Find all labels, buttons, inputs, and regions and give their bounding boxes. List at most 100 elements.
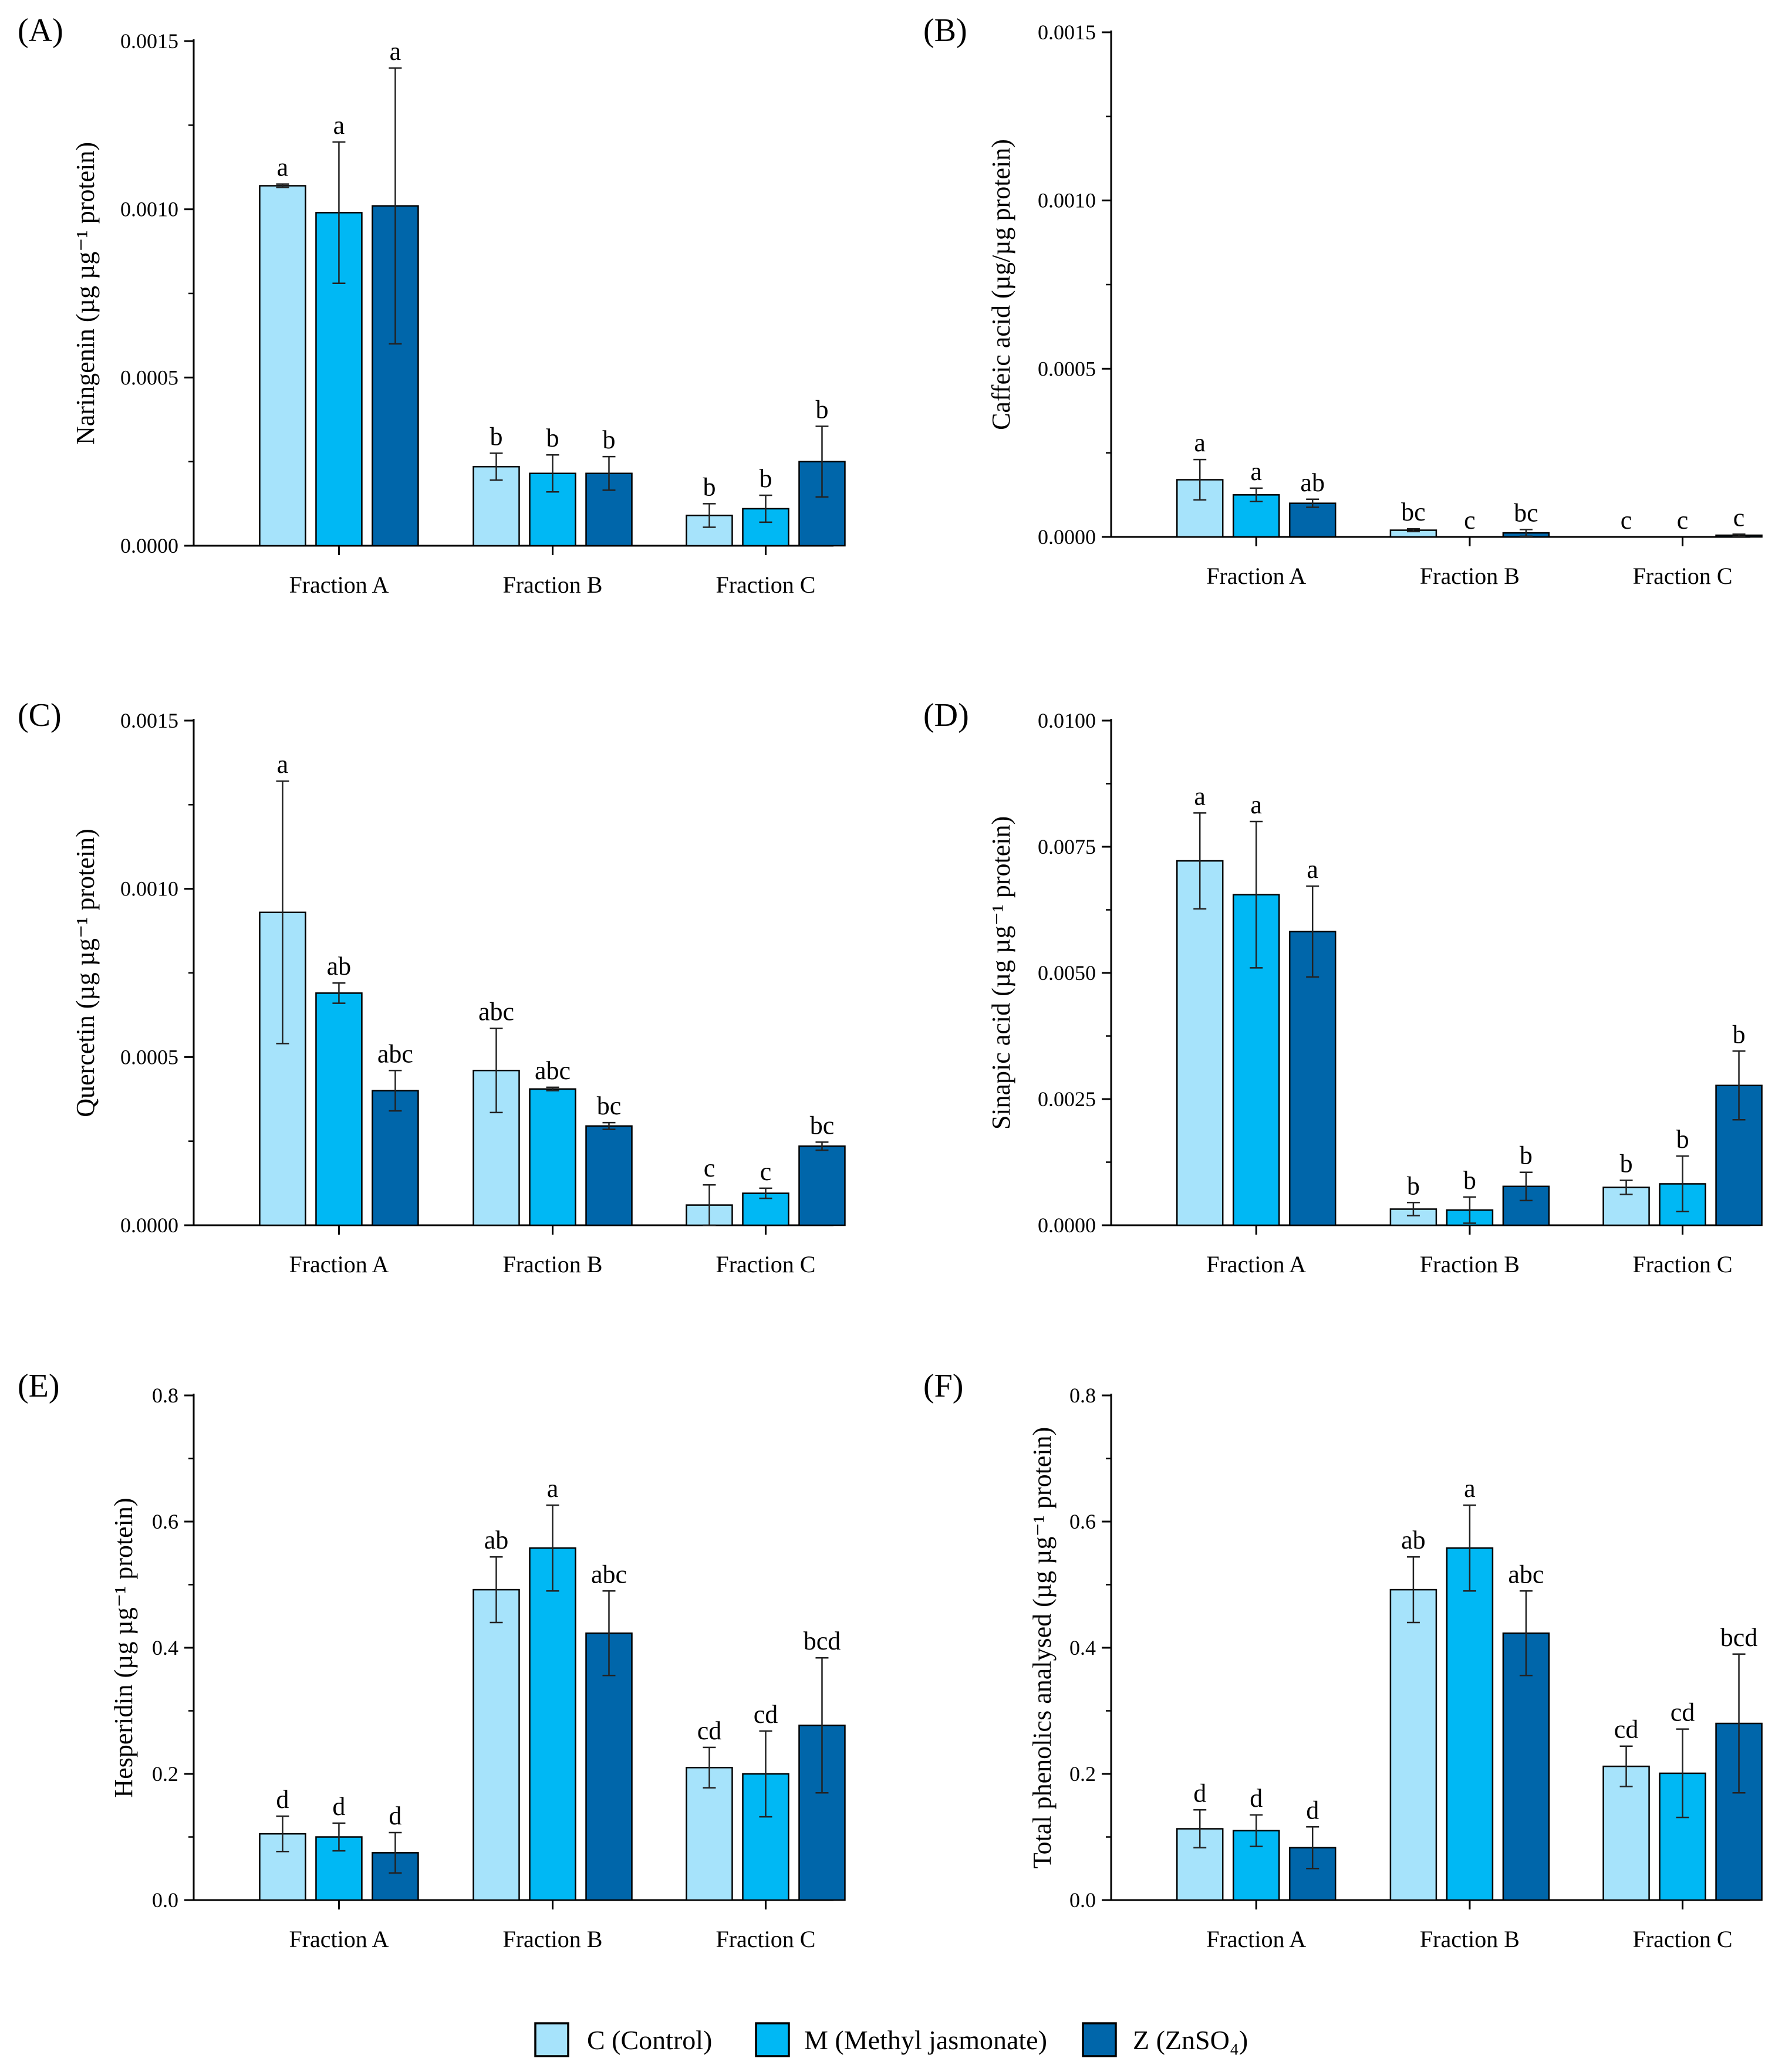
significance-label: ab bbox=[1300, 468, 1325, 497]
significance-label: abc bbox=[1508, 1560, 1544, 1588]
panel-letter: (C) bbox=[18, 697, 62, 734]
x-category-label: Fraction C bbox=[1633, 1926, 1733, 1952]
y-tick-label: 0.0015 bbox=[1038, 21, 1096, 44]
significance-label: a bbox=[547, 1474, 559, 1503]
bar bbox=[473, 1588, 520, 1901]
y-tick-label: 0.0005 bbox=[1038, 357, 1096, 380]
chart-panel: (C) Quercetin (µg µg⁻¹ protein) 0.0000 0.00… bbox=[18, 697, 846, 1277]
chart-panel: (D) Sinapic acid (µg µg⁻¹ protein) 0.0000 0… bbox=[923, 697, 1763, 1277]
bar bbox=[315, 992, 363, 1226]
significance-label: c bbox=[704, 1154, 716, 1182]
legend-label: C (Control) bbox=[587, 2025, 712, 2055]
significance-label: bc bbox=[597, 1091, 622, 1120]
y-tick-label: 0.0075 bbox=[1038, 835, 1096, 858]
y-axis-title: Hesperidin (µg µg⁻¹ protein) bbox=[109, 1498, 138, 1797]
significance-label: b bbox=[1620, 1149, 1633, 1178]
y-tick-label: 0.0025 bbox=[1038, 1087, 1096, 1111]
significance-label: abc bbox=[478, 998, 514, 1026]
y-tick-label: 0.0010 bbox=[120, 198, 178, 221]
y-axis-title: Naringenin (µg µg⁻¹ protein) bbox=[71, 142, 100, 445]
bar bbox=[1288, 502, 1337, 538]
y-tick-label: 0.0015 bbox=[120, 709, 178, 732]
x-category-label: Fraction B bbox=[502, 572, 602, 598]
x-category-label: Fraction A bbox=[289, 1251, 389, 1277]
significance-label: b bbox=[759, 464, 772, 493]
y-tick-label: 0.6 bbox=[152, 1510, 178, 1533]
significance-label: abc bbox=[591, 1560, 627, 1588]
significance-label: d bbox=[1193, 1779, 1206, 1807]
bar bbox=[1176, 860, 1224, 1226]
significance-label: a bbox=[1464, 1474, 1476, 1503]
y-tick-label: 0.2 bbox=[152, 1762, 178, 1786]
bar bbox=[585, 1125, 633, 1226]
chart-panel: (E) Hesperidin (µg µg⁻¹ protein) 0.0 0.2 0.4… bbox=[18, 1368, 846, 1952]
significance-label: b bbox=[1733, 1020, 1746, 1049]
bar bbox=[259, 185, 306, 547]
y-tick-label: 0.0000 bbox=[120, 534, 178, 557]
legend: C (Control) M (Methyl jasmonate) Z (ZnSO₄) bbox=[534, 2022, 1248, 2057]
y-axis-title: Quercetin (µg µg⁻¹ protein) bbox=[71, 829, 100, 1117]
bar bbox=[1288, 931, 1337, 1226]
bar bbox=[1715, 1084, 1763, 1226]
significance-label: b bbox=[1463, 1166, 1476, 1195]
y-tick-label: 0.0 bbox=[1069, 1888, 1096, 1912]
y-tick-label: 0.0005 bbox=[120, 366, 178, 389]
y-tick-label: 0.0010 bbox=[120, 877, 178, 901]
x-category-label: Fraction C bbox=[1633, 1251, 1733, 1277]
significance-label: d bbox=[389, 1801, 401, 1830]
panel-letter: (D) bbox=[923, 697, 969, 734]
y-axis-title: Total phenolics analysed (µg µg⁻¹ protei… bbox=[1028, 1427, 1057, 1868]
significance-label: c bbox=[1621, 506, 1632, 535]
legend-label: Z (ZnSO₄) bbox=[1133, 2025, 1248, 2055]
x-category-label: Fraction A bbox=[289, 1926, 389, 1952]
x-category-label: Fraction B bbox=[502, 1926, 602, 1952]
y-axis-title: Caffeic acid (µg/µg protein) bbox=[987, 139, 1015, 430]
x-category-label: Fraction C bbox=[716, 1926, 815, 1952]
panel-letter: (A) bbox=[18, 12, 63, 49]
y-tick-label: 0.0010 bbox=[1038, 189, 1096, 212]
significance-label: b bbox=[1520, 1141, 1533, 1170]
significance-label: b bbox=[1676, 1125, 1689, 1154]
significance-label: b bbox=[703, 472, 716, 501]
chart-panel: (A) Naringenin (µg µg⁻¹ protein) 0.0000 0.0… bbox=[18, 12, 846, 598]
significance-label: cd bbox=[697, 1716, 722, 1745]
legend-label: M (Methyl jasmonate) bbox=[804, 2025, 1047, 2055]
chart-panels: (A) Naringenin (µg µg⁻¹ protein) 0.0000 0.0… bbox=[18, 12, 1763, 1952]
y-tick-label: 0.0000 bbox=[1038, 1214, 1096, 1237]
x-category-label: Fraction B bbox=[1420, 563, 1520, 589]
y-tick-label: 0.0005 bbox=[120, 1045, 178, 1069]
x-category-label: Fraction C bbox=[1633, 563, 1733, 589]
bar bbox=[1602, 1765, 1650, 1901]
y-tick-label: 0.2 bbox=[1069, 1762, 1096, 1786]
y-tick-label: 0.0050 bbox=[1038, 961, 1096, 985]
x-category-label: Fraction A bbox=[289, 572, 389, 598]
bar bbox=[1446, 1547, 1494, 1901]
significance-label: d bbox=[276, 1785, 289, 1814]
significance-label: bc bbox=[1514, 498, 1538, 527]
significance-label: d bbox=[1306, 1796, 1319, 1824]
bar bbox=[1389, 1588, 1437, 1901]
x-category-label: Fraction A bbox=[1206, 1926, 1306, 1952]
x-category-label: Fraction A bbox=[1206, 1251, 1306, 1277]
significance-label: ab bbox=[1401, 1526, 1426, 1554]
panel-letter: (E) bbox=[18, 1368, 60, 1404]
x-category-label: Fraction B bbox=[1420, 1251, 1520, 1277]
x-category-label: Fraction B bbox=[1420, 1926, 1520, 1952]
y-tick-label: 0.4 bbox=[152, 1636, 178, 1659]
chart-panel: (B) Caffeic acid (µg/µg protein) 0.0000 0.0… bbox=[923, 12, 1763, 589]
chart-panel: (F) Total phenolics analysed (µg µg⁻¹ pro… bbox=[923, 1368, 1763, 1952]
significance-label: c bbox=[1733, 503, 1745, 532]
legend-swatch bbox=[534, 2022, 569, 2057]
significance-label: bcd bbox=[804, 1627, 841, 1655]
y-tick-label: 0.0000 bbox=[120, 1214, 178, 1237]
significance-label: a bbox=[1194, 428, 1206, 457]
x-category-label: Fraction C bbox=[716, 1251, 815, 1277]
y-tick-label: 0.8 bbox=[152, 1384, 178, 1407]
y-tick-label: 0.0015 bbox=[120, 29, 178, 53]
bar bbox=[798, 1145, 846, 1226]
y-tick-label: 0.4 bbox=[1069, 1636, 1096, 1659]
significance-label: a bbox=[333, 111, 345, 140]
significance-label: abc bbox=[535, 1056, 571, 1085]
significance-label: b bbox=[1407, 1171, 1420, 1200]
